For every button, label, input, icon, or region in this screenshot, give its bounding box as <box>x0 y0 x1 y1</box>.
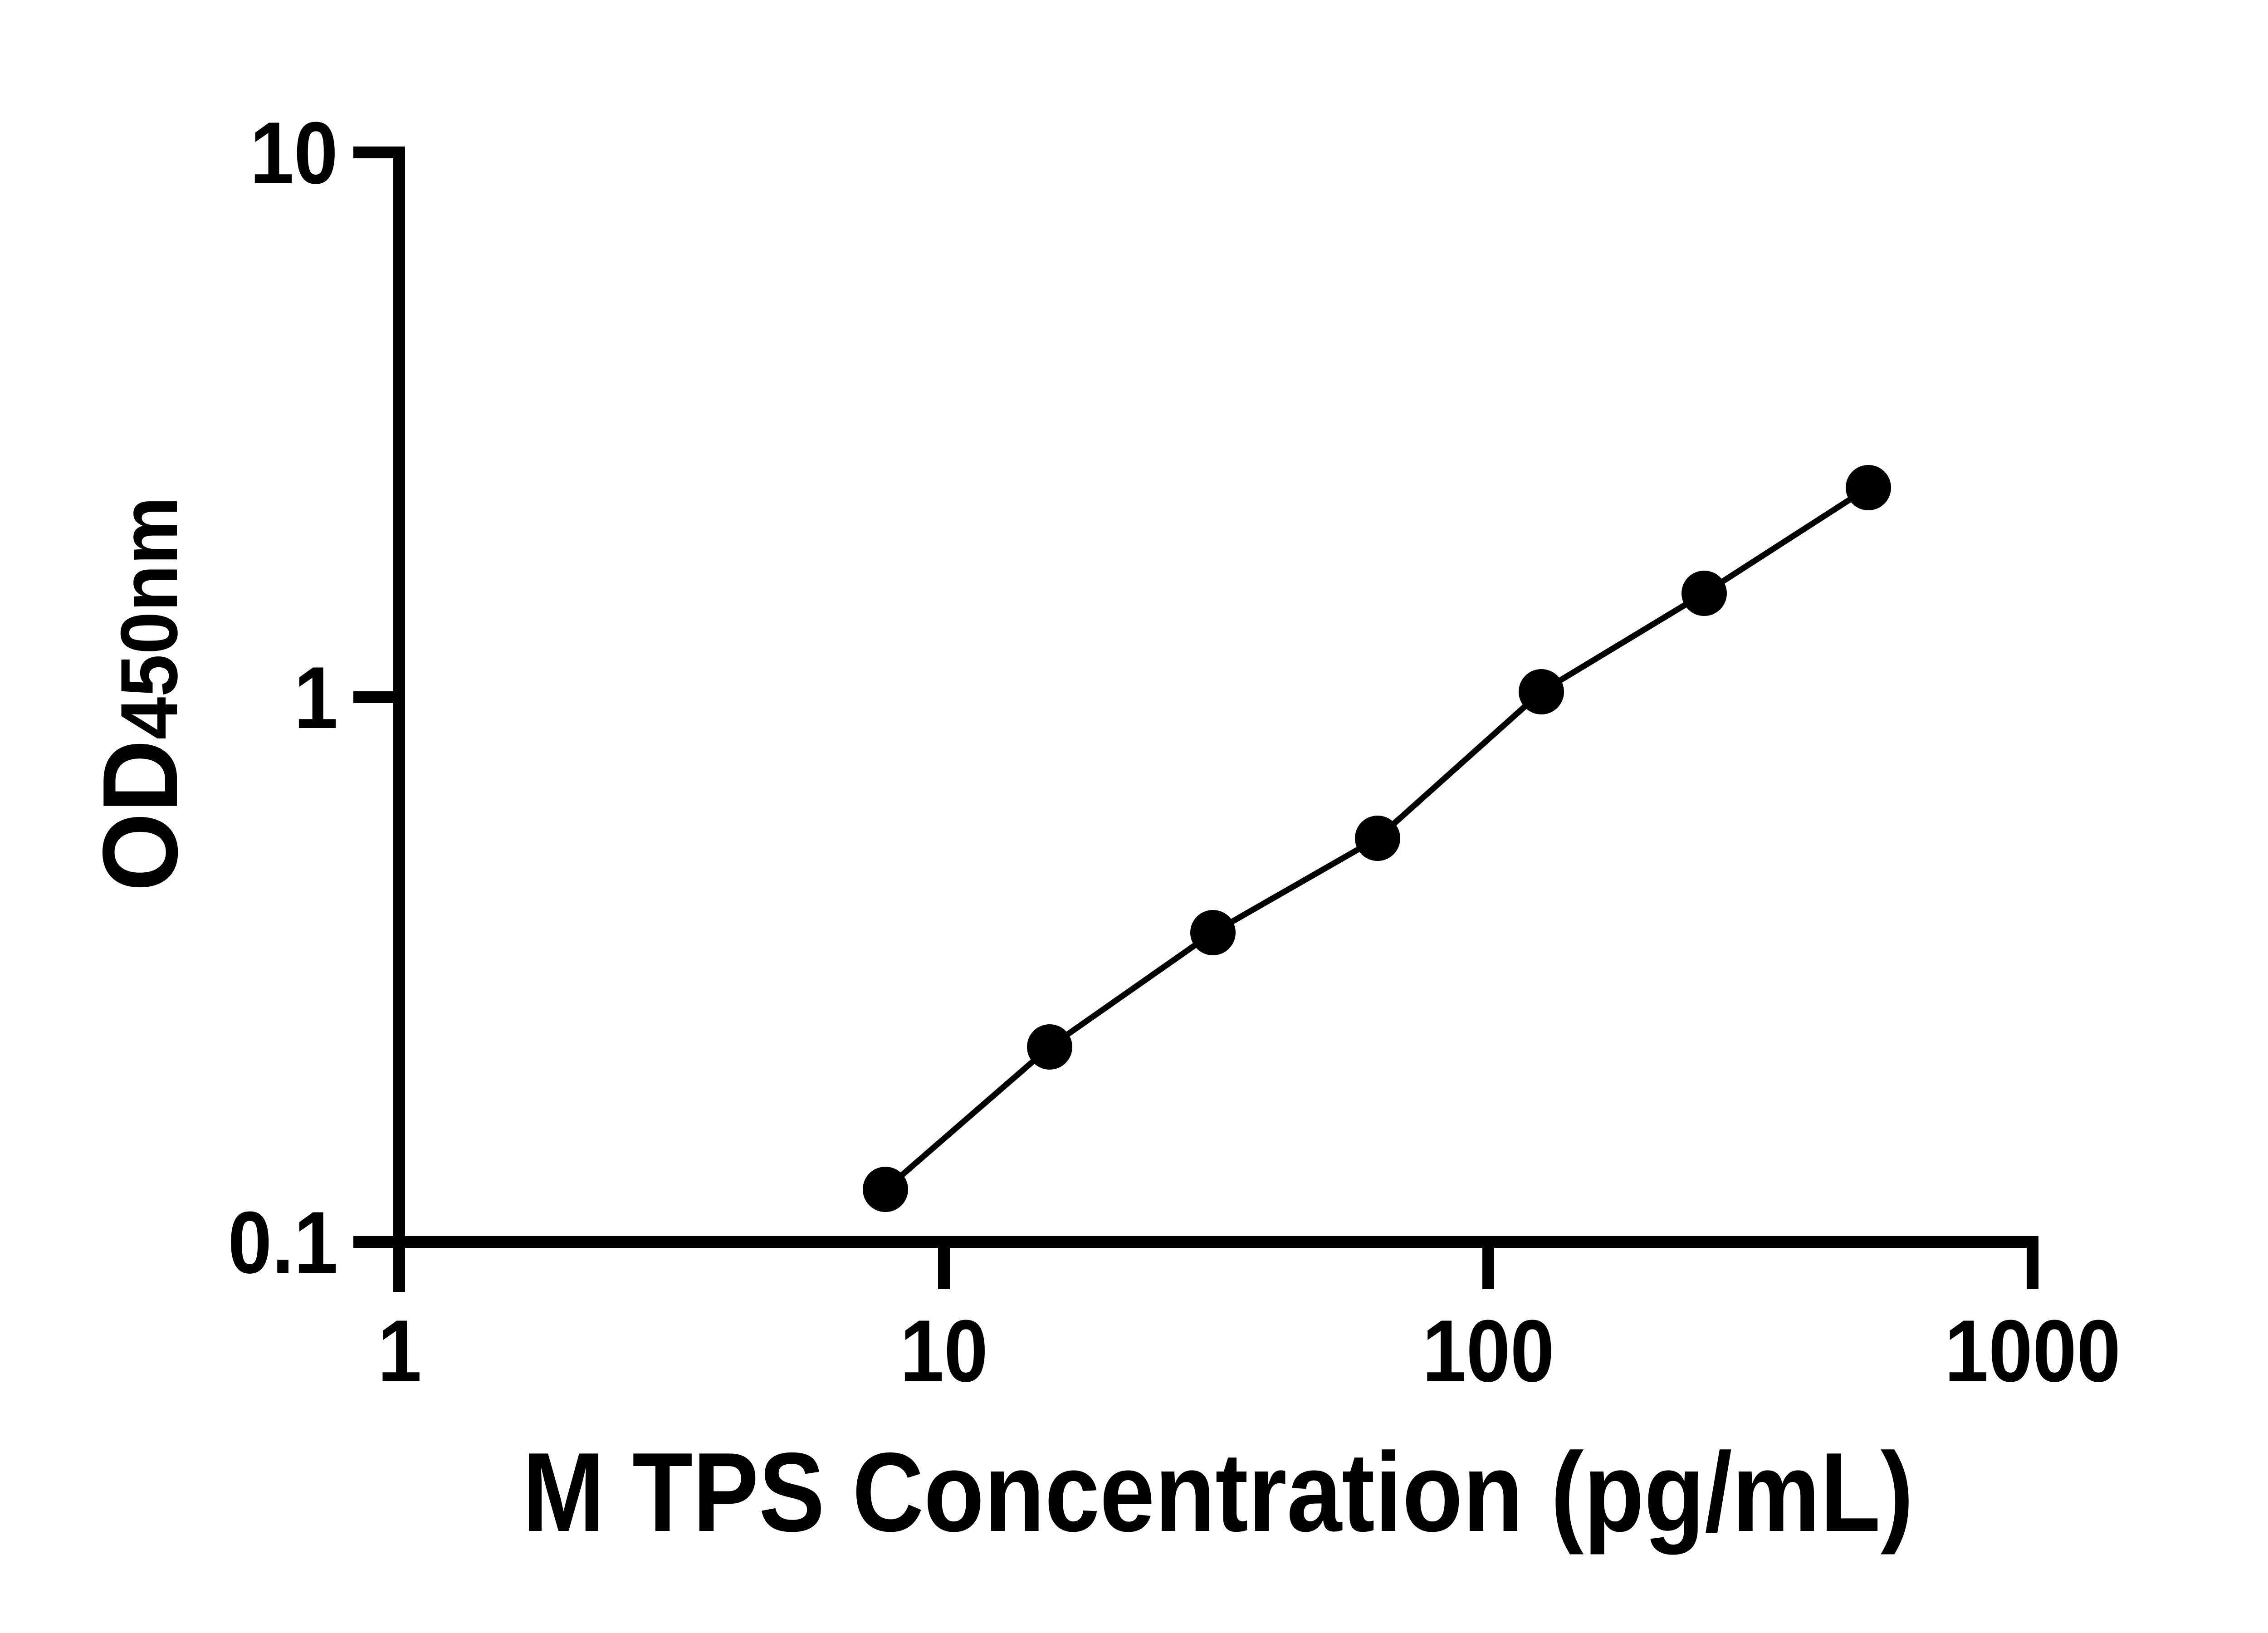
svg-text:1: 1 <box>377 1302 421 1401</box>
svg-text:10: 10 <box>900 1302 988 1401</box>
svg-text:0.1: 0.1 <box>228 1194 338 1292</box>
svg-text:M TPS Concentration (pg/mL): M TPS Concentration (pg/mL) <box>522 1429 1913 1555</box>
svg-text:OD450nm: OD450nm <box>81 497 200 892</box>
svg-text:1: 1 <box>294 649 338 748</box>
svg-text:10: 10 <box>250 104 338 203</box>
svg-text:1000: 1000 <box>1945 1302 2121 1401</box>
svg-text:100: 100 <box>1422 1302 1554 1401</box>
